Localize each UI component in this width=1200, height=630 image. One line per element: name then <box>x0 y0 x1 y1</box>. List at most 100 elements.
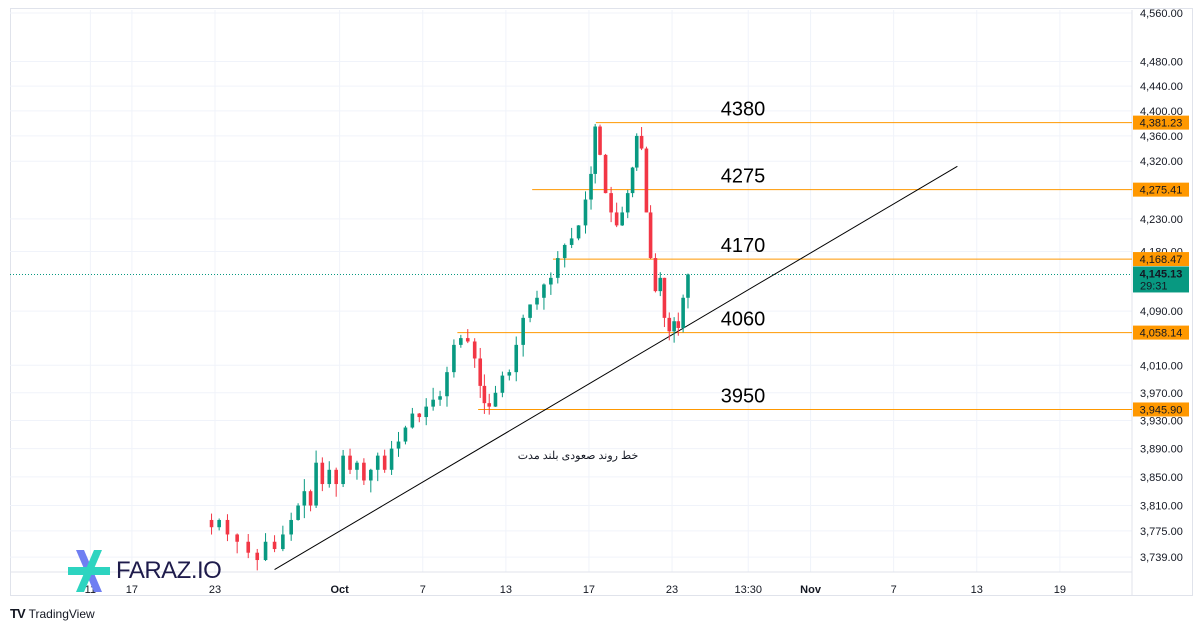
candle <box>403 425 408 445</box>
candle <box>482 374 487 414</box>
candle-body <box>348 455 352 470</box>
candle-body <box>681 297 685 328</box>
tradingview-footer[interactable]: TV TradingView <box>10 606 95 621</box>
candle-body <box>431 399 435 407</box>
last-price-badge <box>1133 266 1189 293</box>
candle-body <box>583 199 588 226</box>
candle <box>217 518 221 531</box>
y-tick-label: 4,400.00 <box>1140 106 1183 118</box>
candle <box>493 385 498 407</box>
candle <box>472 338 477 368</box>
candle-body <box>500 375 505 393</box>
candle-body <box>255 552 260 561</box>
candle <box>459 334 463 348</box>
candle-body <box>603 154 608 194</box>
candle <box>445 366 449 407</box>
candle <box>521 314 525 357</box>
candle-body <box>445 372 449 397</box>
candle <box>348 448 352 475</box>
candle <box>542 283 546 310</box>
candle <box>302 479 307 519</box>
x-tick-label: 7 <box>420 584 426 596</box>
candle <box>676 312 681 336</box>
candle <box>296 503 300 521</box>
candle-body <box>630 167 635 194</box>
candle <box>593 123 597 184</box>
candle <box>487 393 492 415</box>
candle <box>246 534 251 559</box>
x-tick-label: 23 <box>209 584 221 596</box>
candle-body <box>555 258 560 278</box>
candle-body <box>562 244 567 259</box>
candle <box>614 202 619 228</box>
x-tick-label: Nov <box>800 584 822 596</box>
level-price-label: 4,168.47 <box>1140 254 1183 266</box>
trendline-label: خط روند صعودی بلند مدت <box>518 450 639 462</box>
x-tick-label: 11 <box>85 584 96 596</box>
candle-body <box>375 455 380 470</box>
candle-body <box>620 212 624 226</box>
tradingview-label: TradingView <box>28 606 95 621</box>
candle <box>653 253 658 293</box>
candle-body <box>341 455 345 485</box>
candle-body <box>302 491 307 506</box>
level-annotation: 4060 <box>721 309 766 331</box>
candle <box>396 431 401 457</box>
candle <box>662 277 667 328</box>
candle <box>410 407 415 429</box>
candle-body <box>478 358 483 386</box>
candle <box>569 227 574 249</box>
candle <box>658 272 663 297</box>
level-price-badge <box>1133 252 1189 267</box>
candle <box>327 461 332 488</box>
candle <box>255 548 260 571</box>
candle <box>369 468 373 493</box>
candle <box>272 535 277 553</box>
candle-body <box>314 462 318 506</box>
candle-body <box>598 126 602 155</box>
candle-countdown: 29:31 <box>1140 280 1168 292</box>
candle <box>308 489 313 512</box>
candle-body <box>396 441 401 449</box>
candle <box>431 387 435 411</box>
y-tick-label: 3,775.00 <box>1140 526 1183 538</box>
candle <box>625 189 630 219</box>
candle <box>341 449 345 488</box>
candle <box>452 339 456 378</box>
candle-body <box>644 148 649 213</box>
level-price-badge <box>1133 325 1189 340</box>
chart-frame <box>10 8 1193 596</box>
candle <box>438 390 442 406</box>
candle-body <box>452 344 456 373</box>
candle <box>389 440 394 475</box>
candle <box>528 304 532 323</box>
candle-body <box>549 277 553 285</box>
level-annotation: 4170 <box>721 235 766 257</box>
candle-body <box>465 338 470 342</box>
candle <box>583 191 588 234</box>
level-price-badge <box>1133 115 1189 130</box>
x-tick-label: 13 <box>971 584 983 596</box>
candle-body <box>639 135 644 149</box>
candle-body <box>487 403 492 407</box>
candle-body <box>263 541 268 561</box>
candle <box>417 412 422 423</box>
candle-body <box>217 519 221 528</box>
candle <box>555 251 560 284</box>
x-tick-label: 13:30 <box>734 584 762 596</box>
candle-body <box>225 519 230 535</box>
candle-body <box>389 448 394 470</box>
candle-body <box>507 372 512 376</box>
level-price-label: 3,945.90 <box>1140 404 1183 416</box>
candle <box>289 512 293 541</box>
candle-body <box>296 505 300 520</box>
y-tick-label: 3,890.00 <box>1140 444 1183 456</box>
y-tick-label: 3,850.00 <box>1140 472 1183 484</box>
candle <box>648 205 653 260</box>
candle-body <box>281 534 285 550</box>
x-tick-label: 23 <box>666 584 678 596</box>
candle <box>334 467 338 497</box>
candle-body <box>289 519 293 535</box>
faraz-logo: FARAZ.IO <box>66 548 222 594</box>
